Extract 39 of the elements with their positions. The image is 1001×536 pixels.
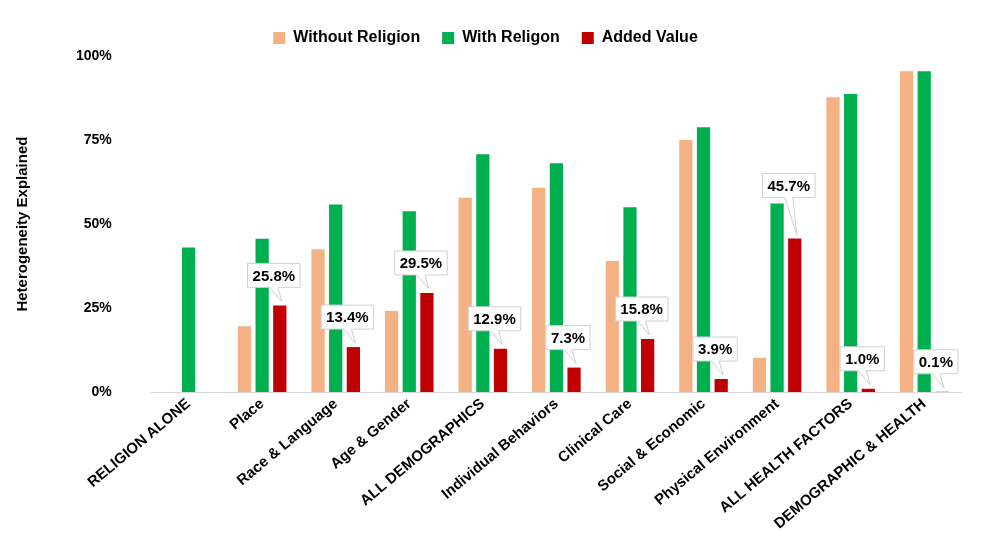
data-label: 29.5%	[399, 254, 443, 272]
bar	[458, 197, 472, 393]
data-label: 15.8%	[620, 300, 663, 318]
data-label: 45.7%	[767, 176, 811, 194]
bar	[641, 339, 655, 393]
bar	[532, 187, 546, 393]
data-label: 7.3%	[550, 328, 586, 346]
bar	[714, 379, 728, 393]
legend-label: Added Value	[601, 28, 698, 46]
data-label: 25.8%	[252, 266, 296, 284]
y-axis-title: Heterogeneity Explained	[13, 136, 31, 312]
legend-label: With Religon	[462, 28, 560, 46]
data-label: 13.4%	[326, 308, 369, 326]
y-tick-label: 75%	[83, 130, 113, 147]
bar	[679, 140, 693, 393]
data-label: 0.1%	[918, 352, 953, 370]
bar	[788, 238, 802, 393]
bar	[237, 326, 252, 393]
bar	[567, 367, 581, 393]
bar	[346, 347, 360, 393]
bar	[311, 249, 325, 393]
bar	[826, 97, 840, 393]
data-label: 12.9%	[473, 309, 516, 327]
bar	[752, 357, 767, 393]
bar	[605, 261, 619, 393]
y-tick-label: 25%	[83, 298, 113, 315]
y-tick-label: 100%	[75, 46, 113, 63]
legend-label: Without Religion	[293, 28, 421, 46]
bar	[181, 247, 196, 393]
bar	[899, 71, 914, 393]
bar	[385, 311, 399, 393]
data-label: 1.0%	[845, 349, 880, 367]
bar	[493, 348, 508, 393]
bar	[420, 292, 434, 393]
y-tick-label: 0%	[91, 382, 113, 399]
bar	[770, 203, 784, 393]
y-tick-label: 50%	[83, 214, 113, 231]
data-label: 3.9%	[698, 340, 733, 358]
bar	[273, 305, 287, 393]
